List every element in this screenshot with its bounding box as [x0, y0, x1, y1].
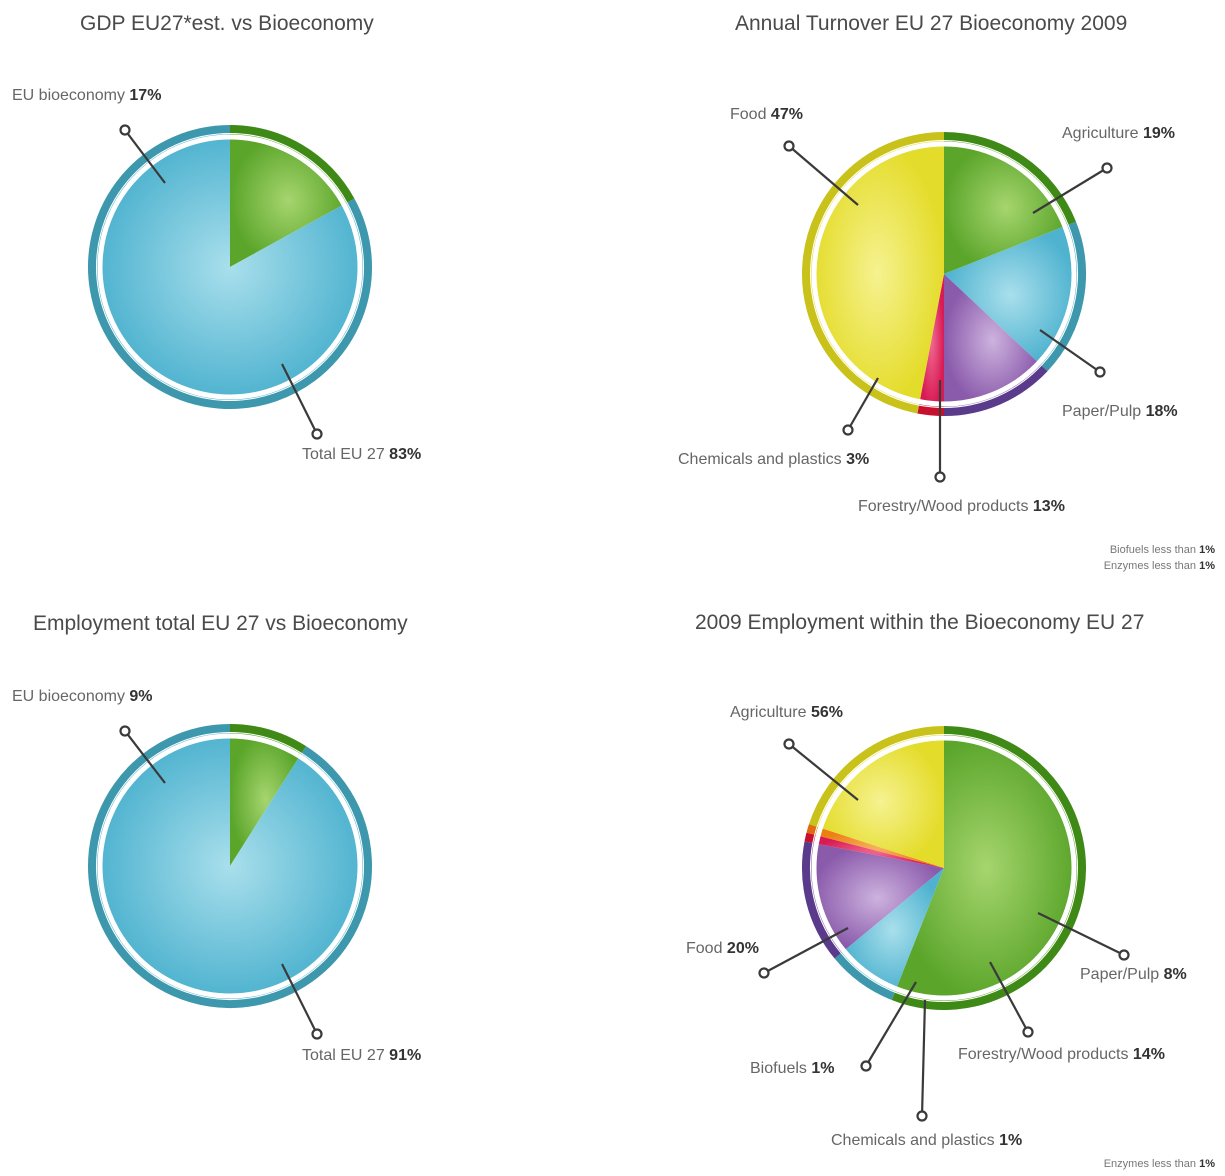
- leader-dot-chemicals-and-plastics: [842, 424, 854, 436]
- note-enzymes: Enzymes less than 1%: [1103, 1158, 1215, 1170]
- pie-ring-agriculture: [891, 726, 1086, 1010]
- slice-label-total-eu27: Total EU 27 91%: [302, 1047, 422, 1064]
- slice-label-chemicals: Chemicals and plastics 3%: [678, 451, 870, 468]
- leader-dot-eu-bioeconomy: [119, 725, 131, 737]
- leader-line-eu-bioeconomy: [124, 129, 166, 184]
- leader-dot-biofuels: [860, 1060, 872, 1072]
- leader-dot-eu-bioeconomy: [119, 124, 131, 136]
- chart-title-employment-total: Employment total EU 27 vs Bioeconomy: [33, 612, 408, 635]
- pie-slice-paper-pulp: [944, 225, 1077, 366]
- pie-chart-employment-bioeconomy: [758, 726, 1130, 1122]
- pie-chart-employment-total: [88, 724, 372, 1040]
- leader-line-agriculture: [1032, 167, 1108, 214]
- note-enzymes: Enzymes less than 1%: [1103, 560, 1215, 572]
- pie-slice-total-eu-27: [96, 733, 363, 999]
- pie-slice-food: [811, 141, 944, 405]
- pie-slice-forestry-wood-products: [811, 843, 944, 953]
- leader-line-food: [763, 927, 849, 974]
- slice-label-chemicals: Chemicals and plastics 1%: [831, 1132, 1023, 1149]
- pie-chart-turnover: [783, 132, 1113, 483]
- pie-slice-eu-bioeconomy: [230, 733, 302, 866]
- leader-dot-agriculture: [1101, 162, 1113, 174]
- pie-slice-chemicals-and-plastics: [813, 834, 944, 868]
- pie-ring-paper-pulp: [1041, 221, 1086, 372]
- pie-slice-forestry-wood-products: [944, 274, 1041, 407]
- pie-ring-food: [802, 132, 945, 414]
- slice-label-agriculture: Agriculture 19%: [1062, 125, 1175, 142]
- leader-dot-paper-pulp: [1118, 949, 1130, 961]
- pie-slice-food: [817, 735, 944, 868]
- leader-dot-paper-pulp: [1094, 366, 1106, 378]
- slice-label-eu-bioeconomy: EU bioeconomy 17%: [12, 87, 162, 104]
- slice-label-agriculture: Agriculture 56%: [730, 704, 843, 721]
- pie-slice-agriculture: [944, 141, 1068, 274]
- leader-line-food: [788, 145, 859, 206]
- leader-dot-forestry-wood-products: [934, 471, 946, 483]
- leader-line-forestry-wood-products: [989, 961, 1029, 1033]
- leader-line-total-eu-27: [281, 963, 318, 1035]
- pie-inner-ring: [97, 134, 363, 400]
- pie-slice-eu-bioeconomy: [230, 134, 347, 267]
- slice-label-paper-pulp: Paper/Pulp 8%: [1080, 966, 1187, 983]
- pie-ring-forestry-wood-products: [943, 365, 1048, 416]
- slice-label-forestry: Forestry/Wood products 13%: [858, 498, 1065, 515]
- slice-label-food: Food 20%: [686, 940, 759, 957]
- pie-ring-total-eu-27: [88, 125, 372, 409]
- pie-ring-total-eu-27: [88, 724, 372, 1008]
- leader-dot-total-eu-27: [311, 1028, 323, 1040]
- leader-line-chemicals-and-plastics: [847, 377, 879, 431]
- note-biofuels: Biofuels less than 1%: [1109, 544, 1215, 556]
- pie-ring-forestry-wood-products: [802, 841, 841, 959]
- pie-slice-biofuels: [815, 826, 944, 868]
- leader-line-agriculture: [788, 743, 859, 801]
- leader-dot-food: [758, 967, 770, 979]
- pie-ring-biofuels: [806, 824, 817, 835]
- slice-label-biofuels: Biofuels 1%: [750, 1060, 835, 1077]
- leader-dot-food: [783, 140, 795, 152]
- pie-slice-chemicals-and-plastics: [919, 274, 944, 407]
- pie-ring-chemicals-and-plastics: [917, 405, 945, 416]
- pie-inner-ring: [97, 733, 363, 999]
- leader-line-biofuels: [865, 981, 917, 1067]
- pie-ring-paper-pulp: [834, 953, 895, 1001]
- pie-inner-ring: [811, 141, 1077, 407]
- leader-dot-agriculture: [783, 738, 795, 750]
- slice-label-food: Food 47%: [730, 106, 803, 123]
- slice-label-total-eu27: Total EU 27 83%: [302, 446, 422, 463]
- slice-label-forestry: Forestry/Wood products 14%: [958, 1046, 1165, 1063]
- pie-slice-paper-pulp: [841, 868, 944, 992]
- leader-dot-total-eu-27: [311, 428, 323, 440]
- chart-title-turnover: Annual Turnover EU 27 Bioeconomy 2009: [735, 12, 1128, 35]
- leader-dot-forestry-wood-products: [1022, 1026, 1034, 1038]
- pie-ring-agriculture: [943, 132, 1077, 225]
- pie-slice-total-eu-27: [97, 134, 364, 401]
- slice-label-paper-pulp: Paper/Pulp 18%: [1062, 403, 1178, 420]
- leader-line-eu-bioeconomy: [124, 730, 166, 784]
- pie-ring-food: [808, 726, 945, 827]
- slice-label-eu-bioeconomy: EU bioeconomy 9%: [12, 688, 153, 705]
- pie-slice-agriculture: [895, 735, 1077, 1002]
- leader-line-total-eu-27: [281, 363, 318, 435]
- leader-dot-chemicals-and-plastics: [916, 1110, 928, 1122]
- leader-line-paper-pulp: [1039, 329, 1101, 373]
- chart-title-gdp: GDP EU27*est. vs Bioeconomy: [80, 12, 374, 35]
- chart-title-employment-bioeconomy: 2009 Employment within the Bioeconomy EU…: [695, 611, 1145, 634]
- pie-ring-eu-bioeconomy: [229, 724, 307, 753]
- leader-line-paper-pulp: [1037, 912, 1125, 956]
- pie-ring-eu-bioeconomy: [229, 125, 355, 203]
- pie-ring-chemicals-and-plastics: [804, 832, 815, 843]
- pie-inner-ring: [811, 735, 1077, 1001]
- pie-chart-gdp: [88, 124, 372, 440]
- leader-line-chemicals-and-plastics: [920, 999, 927, 1117]
